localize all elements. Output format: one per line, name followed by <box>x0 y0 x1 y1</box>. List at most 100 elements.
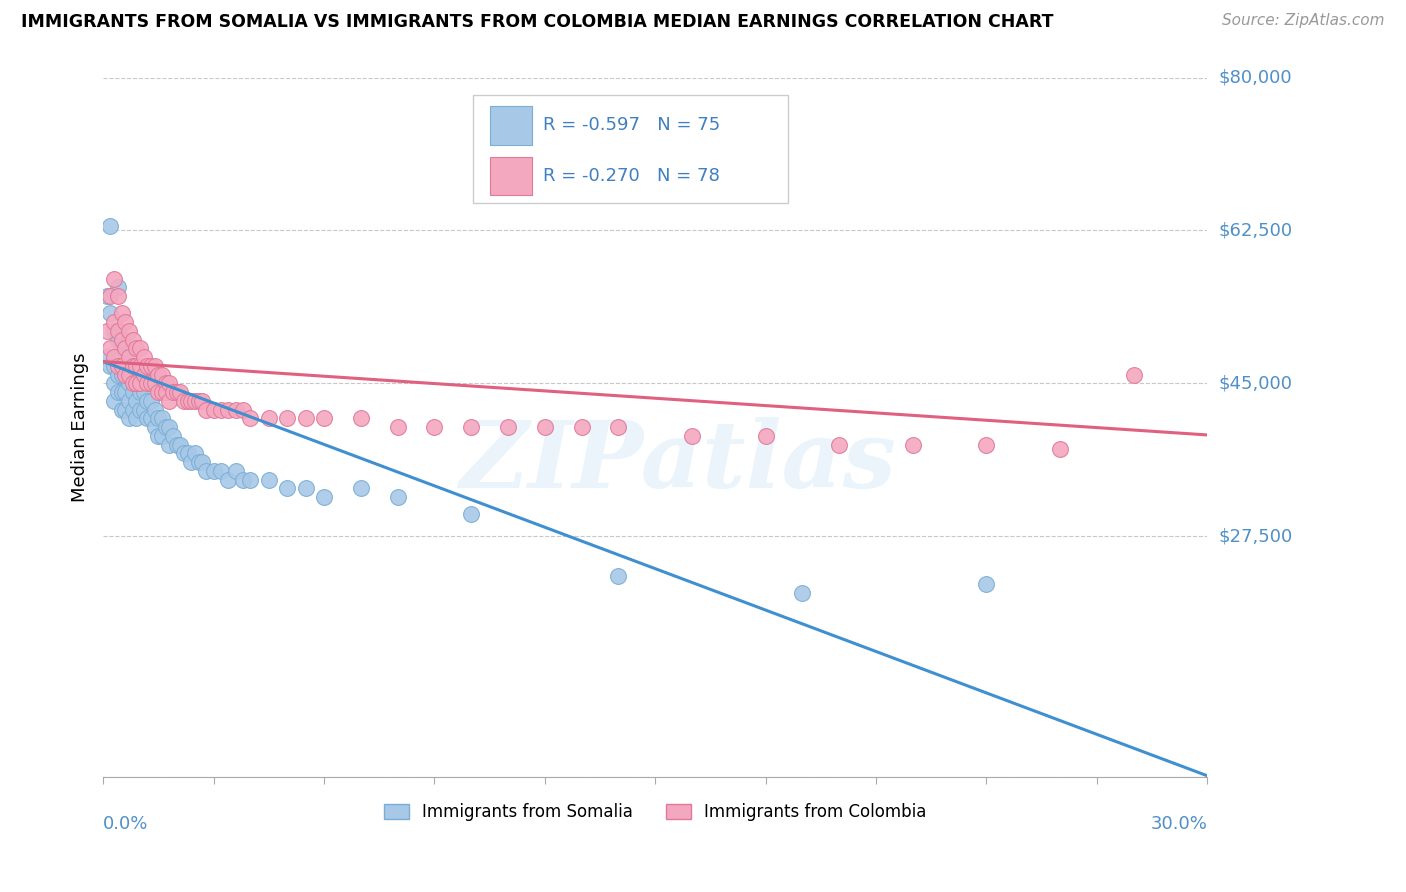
Point <box>180 393 202 408</box>
Point <box>129 402 152 417</box>
Point <box>225 402 247 417</box>
Point <box>103 376 125 391</box>
Point <box>792 586 814 600</box>
Point <box>121 385 143 400</box>
Point <box>121 333 143 347</box>
Point <box>184 393 207 408</box>
Point <box>143 402 166 417</box>
Point <box>107 368 129 382</box>
Text: ZIPatlas: ZIPatlas <box>458 417 896 507</box>
Point <box>155 376 177 391</box>
Point <box>114 315 136 329</box>
FancyBboxPatch shape <box>489 157 531 195</box>
Point <box>460 420 482 434</box>
Text: R = -0.597   N = 75: R = -0.597 N = 75 <box>543 116 720 135</box>
Point <box>114 342 136 356</box>
Point <box>125 376 148 391</box>
Point <box>125 376 148 391</box>
Point <box>350 411 373 425</box>
Point <box>136 359 159 373</box>
Point <box>100 342 122 356</box>
Point <box>294 411 316 425</box>
Point <box>121 402 143 417</box>
Point <box>118 324 141 338</box>
Point <box>157 420 180 434</box>
Text: $45,000: $45,000 <box>1219 375 1292 392</box>
Point <box>533 420 555 434</box>
Point <box>129 368 152 382</box>
Point <box>173 393 195 408</box>
Text: $27,500: $27,500 <box>1219 527 1292 545</box>
Point <box>150 411 173 425</box>
Point <box>571 420 593 434</box>
Point <box>107 385 129 400</box>
Point <box>157 393 180 408</box>
Point <box>110 359 132 373</box>
Point <box>121 359 143 373</box>
Point <box>232 402 254 417</box>
Point <box>177 393 200 408</box>
Point <box>184 446 207 460</box>
Point <box>157 437 180 451</box>
Point <box>110 333 132 347</box>
Point <box>96 324 118 338</box>
Point <box>139 411 162 425</box>
Point <box>755 429 778 443</box>
Point <box>118 368 141 382</box>
Point <box>312 411 335 425</box>
Point <box>139 359 162 373</box>
Point <box>103 393 125 408</box>
Point <box>162 385 184 400</box>
Text: R = -0.270   N = 78: R = -0.270 N = 78 <box>543 168 720 186</box>
Point <box>136 411 159 425</box>
Point <box>132 350 155 364</box>
Point <box>1122 368 1144 382</box>
Text: $62,500: $62,500 <box>1219 221 1292 239</box>
Point <box>496 420 519 434</box>
Point <box>257 411 280 425</box>
Point <box>387 490 409 504</box>
Text: Source: ZipAtlas.com: Source: ZipAtlas.com <box>1222 13 1385 29</box>
Point <box>148 385 170 400</box>
Text: 30.0%: 30.0% <box>1150 815 1208 833</box>
Point <box>202 464 225 478</box>
Point <box>107 324 129 338</box>
Point <box>103 324 125 338</box>
Point <box>118 359 141 373</box>
Point <box>107 333 129 347</box>
Point <box>191 455 214 469</box>
Point <box>114 385 136 400</box>
Point <box>100 289 122 303</box>
Point <box>976 437 998 451</box>
Point <box>150 385 173 400</box>
Point <box>607 568 630 582</box>
Point <box>169 437 191 451</box>
Point <box>239 411 262 425</box>
Point <box>100 306 122 320</box>
Point <box>107 359 129 373</box>
Point <box>387 420 409 434</box>
Point <box>187 455 209 469</box>
Point <box>187 393 209 408</box>
Point <box>129 359 152 373</box>
Text: IMMIGRANTS FROM SOMALIA VS IMMIGRANTS FROM COLOMBIA MEDIAN EARNINGS CORRELATION : IMMIGRANTS FROM SOMALIA VS IMMIGRANTS FR… <box>21 13 1053 31</box>
Point <box>148 411 170 425</box>
Legend: Immigrants from Somalia, Immigrants from Colombia: Immigrants from Somalia, Immigrants from… <box>377 797 934 828</box>
Point <box>217 473 239 487</box>
Point <box>125 359 148 373</box>
Point <box>103 271 125 285</box>
Point <box>114 368 136 382</box>
Point <box>100 359 122 373</box>
Point <box>162 429 184 443</box>
Point <box>110 402 132 417</box>
Point <box>96 350 118 364</box>
Point <box>114 350 136 364</box>
Point <box>202 402 225 417</box>
FancyBboxPatch shape <box>489 106 531 145</box>
Point <box>217 402 239 417</box>
Point <box>110 385 132 400</box>
Point <box>103 315 125 329</box>
Point <box>107 289 129 303</box>
Point <box>155 420 177 434</box>
Point <box>177 446 200 460</box>
